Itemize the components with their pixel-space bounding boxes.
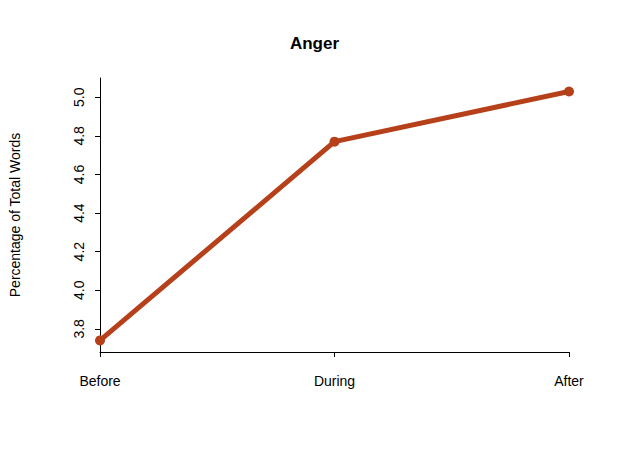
svg-text:5.0: 5.0 [71,87,87,107]
svg-text:Before: Before [79,373,120,389]
svg-text:During: During [314,373,355,389]
svg-text:Percentage of Total Words: Percentage of Total Words [7,133,23,297]
svg-text:After: After [554,373,584,389]
svg-text:3.8: 3.8 [71,319,87,339]
svg-text:4.2: 4.2 [71,242,87,262]
svg-text:4.6: 4.6 [71,165,87,185]
svg-text:4.0: 4.0 [71,280,87,300]
svg-text:4.8: 4.8 [71,126,87,146]
svg-text:Anger: Anger [290,34,340,53]
svg-text:4.4: 4.4 [71,203,87,223]
